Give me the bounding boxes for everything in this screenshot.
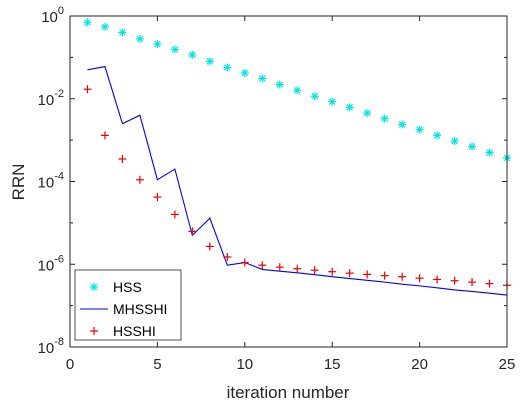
- mhsshi-line: [87, 65, 508, 296]
- hss-point: [170, 45, 179, 54]
- hsshi-point: [223, 252, 232, 261]
- y-tick-base: 10: [38, 340, 55, 357]
- hss-point: [485, 148, 494, 157]
- legend-label: HSS: [113, 279, 142, 295]
- hsshi-point: [275, 263, 284, 272]
- hss-point: [188, 50, 197, 59]
- hss-point: [345, 103, 354, 112]
- hsshi-point: [83, 85, 92, 94]
- hss-point: [258, 74, 267, 83]
- y-tick-exponent: 0: [58, 5, 64, 17]
- hsshi-point: [293, 264, 302, 273]
- hsshi-point: [328, 267, 337, 276]
- hss-point: [415, 125, 424, 134]
- x-tick-label: 15: [324, 356, 341, 373]
- hsshi-point: [135, 175, 144, 184]
- hss-point: [135, 34, 144, 43]
- x-axis-label: iteration number: [227, 383, 350, 402]
- y-tick-exponent: -4: [54, 171, 64, 183]
- y-tick-exponent: -2: [54, 88, 64, 100]
- hsshi-point: [240, 258, 249, 267]
- hsshi-point: [433, 275, 442, 284]
- y-tick-base: 10: [38, 92, 55, 109]
- x-tick-label: 25: [499, 356, 516, 373]
- hsshi-point: [170, 210, 179, 219]
- y-tick-exponent: -6: [54, 253, 64, 265]
- hsshi-point: [450, 276, 459, 285]
- hss-point: [380, 114, 389, 123]
- hsshi-point: [205, 242, 214, 251]
- hsshi-point: [258, 261, 267, 270]
- hss-point: [398, 120, 407, 129]
- series-layer: [83, 18, 511, 296]
- hss-point: [240, 68, 249, 77]
- y-tick-label: 100: [41, 5, 64, 26]
- hss-point: [433, 131, 442, 140]
- series-hsshi: [83, 85, 511, 290]
- hss-point: [100, 22, 109, 31]
- hss-point: [275, 80, 284, 89]
- hss-point: [205, 57, 214, 66]
- hsshi-point: [100, 131, 109, 140]
- y-tick-base: 10: [41, 9, 58, 26]
- hss-point: [223, 63, 232, 72]
- hss-point: [328, 97, 337, 106]
- hsshi-point: [380, 271, 389, 280]
- y-tick-base: 10: [38, 257, 55, 274]
- hsshi-point: [118, 154, 127, 163]
- hss-point: [153, 40, 162, 49]
- hss-point: [83, 18, 92, 27]
- hsshi-point: [345, 269, 354, 278]
- legend-swatch: [90, 283, 98, 291]
- legend-item-hsshi: HSSHI: [90, 323, 156, 339]
- legend-swatch: [90, 327, 98, 335]
- hsshi-point: [415, 274, 424, 283]
- hss-point: [468, 142, 477, 151]
- y-tick-label: 10-4: [38, 171, 64, 192]
- hsshi-point: [188, 227, 197, 236]
- legend-label: MHSSHI: [113, 301, 167, 317]
- hsshi-point: [485, 279, 494, 288]
- y-tick-exponent: -8: [54, 336, 64, 348]
- x-tick-label: 0: [66, 356, 74, 373]
- hss-point: [293, 86, 302, 95]
- y-axis-label: RRN: [9, 164, 28, 201]
- legend-item-hss: HSS: [90, 279, 142, 295]
- legend-box: [74, 269, 182, 341]
- y-tick-label: 10-8: [38, 336, 64, 357]
- series-hss: [83, 18, 511, 162]
- hsshi-point: [398, 272, 407, 281]
- hsshi-point: [153, 193, 162, 202]
- y-tick-label: 10-6: [38, 253, 64, 274]
- y-tick-base: 10: [38, 175, 55, 192]
- x-tick-label: 5: [153, 356, 161, 373]
- hsshi-point: [310, 266, 319, 275]
- legend-items: HSS MHSSHI HSSHI: [80, 279, 167, 339]
- y-tick-label: 10-2: [38, 88, 64, 109]
- hsshi-point: [363, 270, 372, 279]
- hsshi-point: [468, 278, 477, 287]
- hss-point: [363, 109, 372, 118]
- legend-label: HSSHI: [113, 323, 156, 339]
- x-tick-label: 20: [411, 356, 428, 373]
- legend-item-mhsshi: MHSSHI: [80, 301, 167, 317]
- series-mhsshi: [87, 65, 508, 296]
- hss-point: [310, 92, 319, 101]
- x-tick-label: 10: [236, 356, 253, 373]
- hss-point: [118, 28, 127, 37]
- hss-point: [450, 137, 459, 146]
- legend: HSS MHSSHI HSSHI: [74, 269, 182, 341]
